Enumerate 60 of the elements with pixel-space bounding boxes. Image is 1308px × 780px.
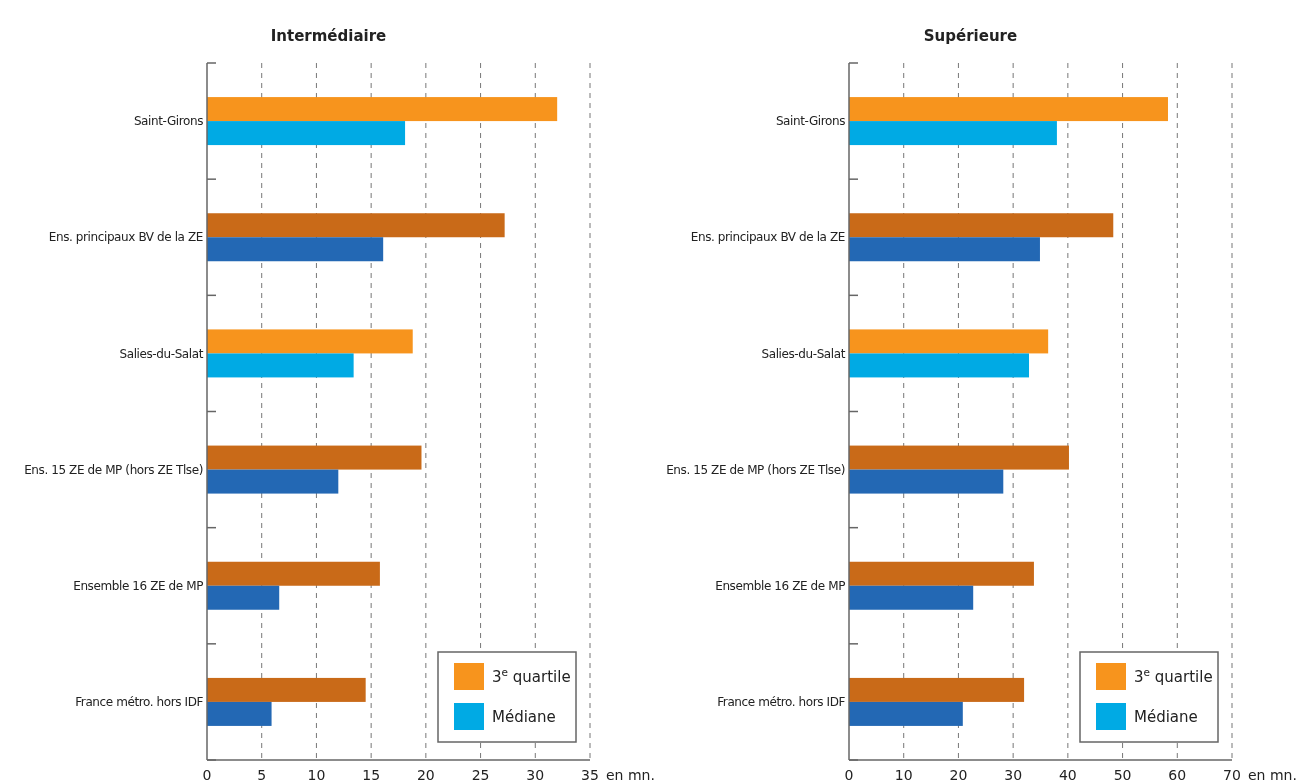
x-axis-title: en mn.: [1248, 767, 1297, 780]
legend-label: 3$^{e}$ quartile: [492, 666, 571, 686]
bar: [207, 585, 280, 610]
bar: [849, 97, 1168, 122]
bar: [849, 677, 1025, 702]
y-tick-label: Ensemble 16 ZE de MP: [715, 578, 846, 593]
bar: [849, 213, 1114, 238]
bar: [849, 701, 963, 726]
x-tick-label: 10: [307, 767, 326, 780]
chart-title: Intermédiaire: [270, 27, 387, 45]
x-tick-label: 20: [416, 767, 435, 780]
y-tick-label: France métro. hors IDF: [717, 695, 846, 710]
x-tick-label: 25: [471, 767, 490, 780]
bar: [207, 677, 366, 702]
x-tick-label: 30: [1004, 767, 1023, 780]
y-tick-label: Ens. principaux BV de la ZE: [48, 230, 203, 245]
x-tick-label: 35: [581, 767, 599, 780]
bar: [207, 561, 380, 586]
y-tick-label: Ens. 15 ZE de MP (hors ZE Tlse): [666, 462, 845, 477]
y-tick-label: Salies-du-Salat: [119, 346, 204, 361]
y-tick-label: Ensemble 16 ZE de MP: [73, 578, 204, 593]
bar: [849, 585, 974, 610]
bar: [207, 469, 339, 494]
y-tick-label: Saint-Girons: [133, 114, 204, 129]
x-tick-label: 0: [844, 767, 854, 780]
y-tick-label: France métro. hors IDF: [75, 695, 204, 710]
bar: [849, 329, 1049, 354]
bar: [207, 701, 272, 726]
x-tick-label: 30: [526, 767, 545, 780]
x-tick-label: 15: [362, 767, 381, 780]
legend-label: 3$^{e}$ quartile: [1134, 666, 1213, 686]
x-tick-label: 20: [949, 767, 968, 780]
x-tick-label: 50: [1113, 767, 1132, 780]
y-tick-label: Ens. principaux BV de la ZE: [690, 230, 845, 245]
x-tick-label: 70: [1223, 767, 1241, 780]
y-tick-label: Ens. 15 ZE de MP (hors ZE Tlse): [24, 462, 203, 477]
x-tick-label: 0: [202, 767, 212, 780]
bar: [207, 329, 413, 354]
y-tick-label: Salies-du-Salat: [761, 346, 846, 361]
legend-label: Médiane: [492, 708, 556, 726]
bar: [849, 561, 1034, 586]
bar: [849, 121, 1057, 146]
bar: [207, 445, 422, 470]
bar: [849, 353, 1030, 378]
chart-title: Supérieure: [923, 27, 1018, 45]
bar: [207, 97, 558, 122]
bar: [849, 237, 1040, 262]
x-tick-label: 5: [257, 767, 267, 780]
bar: [849, 469, 1004, 494]
x-axis-title: en mn.: [606, 767, 655, 780]
x-tick-label: 40: [1058, 767, 1077, 780]
x-tick-label: 60: [1168, 767, 1187, 780]
x-tick-label: 10: [894, 767, 913, 780]
legend-label: Médiane: [1134, 708, 1198, 726]
bar: [207, 121, 406, 146]
y-tick-label: Saint-Girons: [775, 114, 846, 129]
bar: [207, 353, 354, 378]
bar: [849, 445, 1069, 470]
bar: [207, 237, 384, 262]
bar: [207, 213, 505, 238]
